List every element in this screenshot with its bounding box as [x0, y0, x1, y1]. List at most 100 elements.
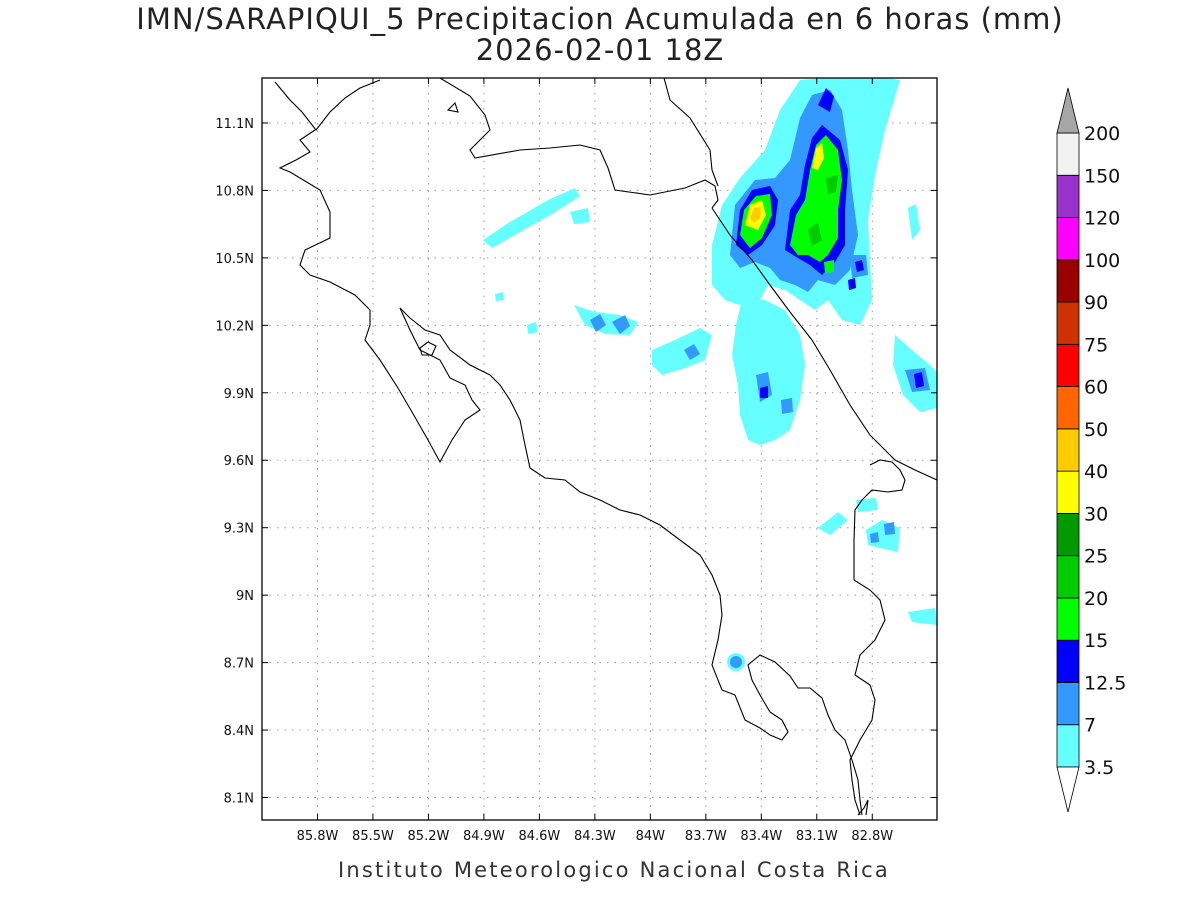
precip-area-heavy-spot-d	[760, 386, 768, 398]
precip-area-heavy-north	[818, 88, 834, 112]
precip-area-heavy-spot-c	[914, 372, 924, 388]
burica-coast	[857, 799, 869, 816]
colorbar-level-label: 75	[1084, 334, 1108, 356]
precip-area-central-patch-b	[652, 328, 712, 375]
lon-tick-label: 85.5W	[352, 829, 394, 844]
lon-tick-label: 83.7W	[685, 829, 727, 844]
colorbar-level-label: 3.5	[1084, 757, 1114, 779]
footer-credit: Instituto Meteorologico Nacional Costa R…	[338, 858, 890, 882]
precip-area-very-intense-b	[826, 175, 838, 194]
precip-area-small-cell-e	[818, 512, 848, 535]
lon-tick-label: 84.3W	[574, 829, 616, 844]
colorbar-level-label: 12.5	[1084, 672, 1126, 694]
lon-tick-label: 83.1W	[796, 829, 838, 844]
lat-tick-label: 8.4N	[224, 724, 254, 739]
precip-core-north-yellow	[812, 143, 824, 170]
precip-area-central-moderate-b	[612, 315, 630, 334]
lake-island	[446, 101, 459, 113]
colorbar-top-triangle	[1056, 87, 1080, 134]
lon-tick-label: 82.8W	[851, 829, 893, 844]
nicoya-northwest-coast	[278, 129, 863, 816]
colorbar-swatch	[1056, 301, 1080, 345]
colorbar-level-label: 30	[1084, 503, 1108, 525]
precip-area-central-moderate-c	[684, 344, 700, 360]
precip-area-small-moderate-f	[884, 522, 895, 535]
colorbar-level-label: 20	[1084, 588, 1108, 610]
lat-tick-label: 9N	[236, 589, 254, 604]
colorbar-swatch	[1056, 174, 1080, 218]
precip-area-central-moderate-e	[781, 398, 793, 414]
nicaragua-caribbean-coast	[663, 78, 719, 187]
lon-tick-label: 84W	[636, 829, 666, 844]
map-subtitle-datetime: 2026-02-01 18Z	[475, 33, 725, 67]
colorbar-level-label: 25	[1084, 546, 1108, 568]
colorbar-level-label: 40	[1084, 461, 1108, 483]
precip-area-small-cell-b	[495, 292, 504, 301]
lon-tick-label: 84.9W	[463, 829, 505, 844]
colorbar-swatch	[1056, 386, 1080, 430]
precip-area-very-intense-a	[808, 222, 822, 246]
caribbean-coast-costa-rica	[711, 207, 937, 481]
colorbar-swatch	[1056, 682, 1080, 726]
longitude-axis: 85.8W 85.5W 85.2W 84.9W 84.6W 84.3W 84W 83.7W 83…	[297, 78, 893, 844]
precipitation-colorbar: 3.5 7 12.5 15 20 25 30 40 50 60 75 90 100 120 150 200	[1056, 87, 1126, 813]
colorbar-level-label: 60	[1084, 377, 1108, 399]
colorbar-swatch	[1056, 428, 1080, 472]
precip-area-northwest-streak-a	[483, 188, 580, 248]
precip-area-northwest-streak-b	[570, 208, 590, 224]
lat-tick-label: 11.1N	[215, 117, 254, 132]
precipitation-shading	[483, 78, 937, 671]
colorbar-swatch	[1056, 639, 1080, 683]
colorbar-bottom-triangle	[1056, 766, 1080, 813]
colorbar-swatch	[1056, 259, 1080, 303]
lon-tick-label: 83.4W	[740, 829, 782, 844]
lat-tick-label: 10.5N	[215, 252, 254, 267]
colorbar-level-label: 200	[1084, 123, 1120, 145]
precip-area-intense-spot	[824, 260, 834, 273]
precip-area-small-cell-d	[856, 498, 878, 512]
lat-tick-label: 8.1N	[224, 792, 254, 807]
precip-area-intense-east	[790, 135, 842, 262]
precip-core-west-orange	[750, 207, 761, 223]
lat-tick-label: 10.2N	[215, 319, 254, 334]
colorbar-level-label: 100	[1084, 250, 1120, 272]
nicaragua-border-and-lake	[274, 78, 719, 209]
precip-area-small-cell-g	[908, 608, 937, 625]
lat-tick-label: 9.3N	[224, 522, 254, 537]
colorbar-level-label: 90	[1084, 292, 1108, 314]
lat-tick-label: 10.8N	[215, 184, 254, 199]
precip-area-small-moderate-g	[870, 532, 879, 543]
precip-area-central-moderate-a	[590, 314, 606, 332]
colorbar-swatch	[1056, 513, 1080, 557]
precip-area-small-cell-a	[527, 322, 538, 334]
precip-area-heavy-spot-b	[848, 278, 856, 290]
lat-tick-label: 8.7N	[224, 657, 254, 672]
colorbar-swatch	[1056, 724, 1080, 768]
lon-tick-label: 85.2W	[408, 829, 450, 844]
colorbar-swatch	[1056, 597, 1080, 641]
nicoya-gulf-island	[419, 341, 437, 356]
colorbar-level-label: 15	[1084, 630, 1108, 652]
colorbar-swatch	[1056, 470, 1080, 514]
coastline-and-borders	[274, 78, 937, 816]
colorbar-level-label: 120	[1084, 208, 1120, 230]
latitude-axis: 11.1N 10.8N 10.5N 10.2N 9.9N 9.6N 9.3N 9N 8.7N 8.…	[215, 117, 937, 807]
map-frame	[261, 77, 938, 821]
colorbar-swatch	[1056, 555, 1080, 599]
precip-area-small-cell-c	[908, 204, 920, 240]
colorbar-swatch	[1056, 132, 1080, 176]
lon-tick-label: 84.6W	[518, 829, 560, 844]
lat-tick-label: 9.9N	[224, 387, 254, 402]
precip-area-heavy-spot-a	[855, 260, 864, 272]
colorbar-swatch	[1056, 217, 1080, 261]
colorbar-swatch	[1056, 343, 1080, 388]
colorbar-level-label: 50	[1084, 419, 1108, 441]
colorbar-level-label: 150	[1084, 165, 1120, 187]
lat-tick-label: 9.6N	[224, 454, 254, 469]
lon-tick-label: 85.8W	[297, 829, 339, 844]
colorbar-level-label: 7	[1084, 715, 1096, 737]
precip-area-osa-moderate	[730, 656, 742, 668]
map-title: IMN/SARAPIQUI_5 Precipitacion Acumulada …	[136, 2, 1064, 36]
panama-border	[849, 459, 906, 816]
